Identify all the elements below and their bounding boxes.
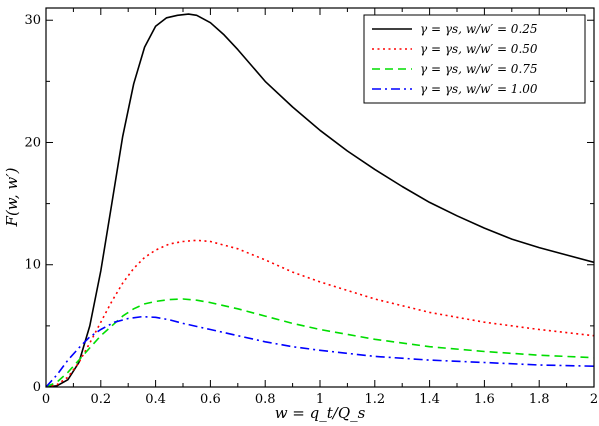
x-tick-label: 0.8 [255,392,276,407]
y-tick-label: 30 [24,13,41,28]
legend-box [363,14,586,104]
x-axis-label: w = q_t/Q_s [275,404,366,422]
x-tick-label: 1.6 [474,392,495,407]
y-axis-label: F(w, w′) [3,167,21,227]
x-tick-label: 0.6 [200,392,221,407]
legend-entry: γ = γs, w/w′ = 1.00 [420,82,538,96]
legend-entry: γ = γs, w/w′ = 0.50 [420,42,538,56]
x-tick-label: 1 [316,392,324,407]
series-line-2 [46,239,594,387]
series-layer [46,13,594,387]
y-tick-label: 20 [24,135,41,150]
series-line-3 [46,298,594,387]
x-tick-label: 0.2 [90,392,111,407]
legend: γ = γs, w/w′ = 0.25 γ = γs, w/w′ = 0.50 γ … [363,14,586,104]
series-line-4 [46,315,594,387]
x-tick-label: 1.2 [364,392,385,407]
legend-entry: γ = γs, w/w′ = 0.75 [420,62,538,76]
x-tick-label: 0.4 [145,392,166,407]
x-tick-label: 1.4 [419,392,440,407]
x-tick-label: 0 [42,392,50,407]
y-tick-label: 10 [24,258,41,273]
y-tick-label: 0 [33,380,41,395]
series-line-1 [46,13,594,387]
x-tick-label: 1.8 [529,392,550,407]
legend-entry: γ = γs, w/w′ = 0.25 [420,22,538,36]
x-tick-label: 2 [590,392,598,407]
